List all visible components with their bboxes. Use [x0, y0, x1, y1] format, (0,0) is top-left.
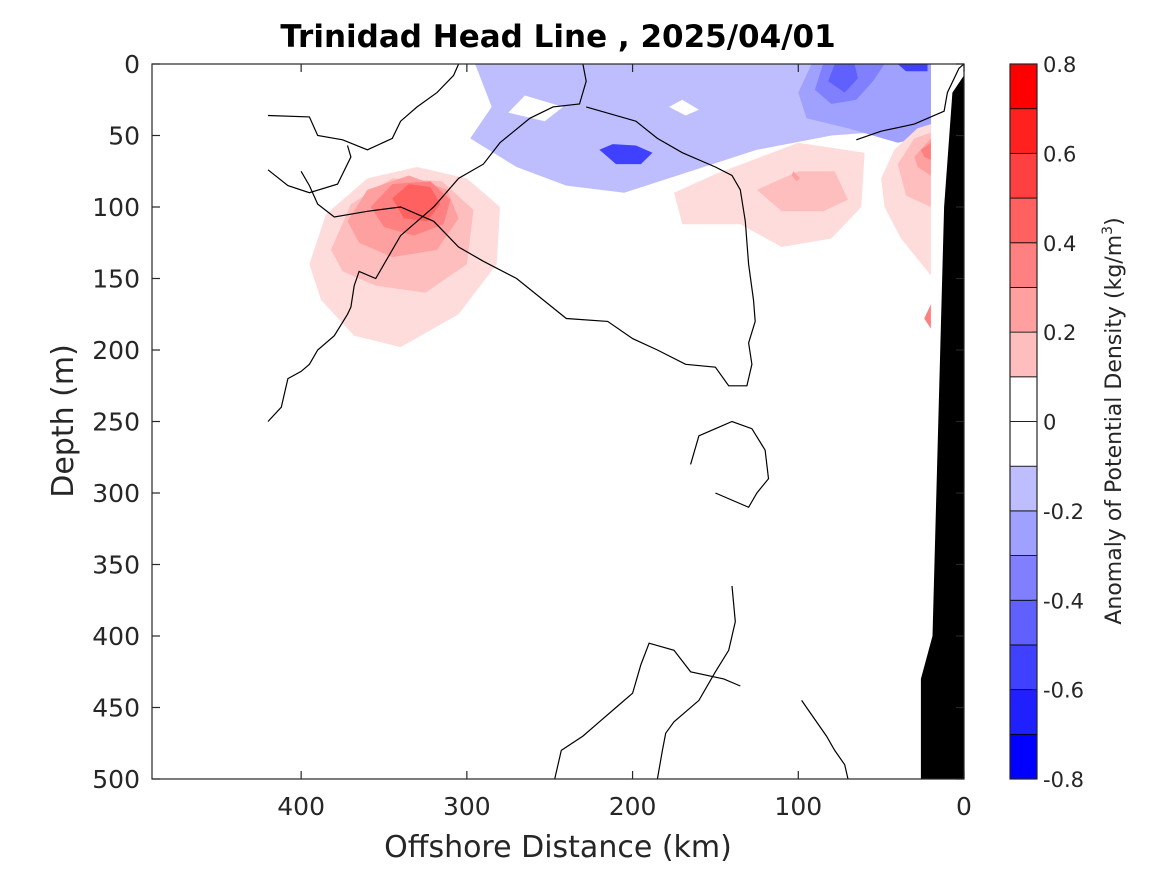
chart-title: Trinidad Head Line , 2025/04/01 [280, 19, 835, 55]
colorbar-title-suffix: ) [1102, 217, 1127, 226]
contour-fill-positive [791, 171, 800, 182]
zero-contour-line [267, 64, 587, 422]
colorbar-bin [1009, 331, 1038, 378]
y-tick-label: 450 [92, 694, 140, 723]
y-tick-label: 150 [92, 265, 140, 294]
colorbar-bin [1009, 689, 1038, 735]
zero-contour-line [300, 106, 756, 387]
region-nearshore-positive-1 [674, 142, 865, 247]
colorbar-bin [1009, 555, 1038, 601]
contour-fill-zero [669, 99, 699, 116]
y-tick-label: 400 [92, 622, 140, 651]
colorbar-bin [1009, 63, 1038, 110]
zero-contour-line [267, 145, 352, 194]
x-tick-label: 100 [774, 792, 822, 821]
colorbar-tick-label: -0.4 [1043, 589, 1084, 613]
y-tick-label: 500 [92, 765, 140, 794]
y-tick-label: 250 [92, 408, 140, 437]
region-nearshore-positive-2 [881, 124, 931, 329]
zero-contour-line [656, 585, 736, 779]
x-axis: 400 300 200 100 0 [277, 64, 972, 821]
y-tick-label: 300 [92, 479, 140, 508]
colorbar-bin [1009, 287, 1038, 333]
plot-area [151, 63, 965, 780]
contour-fill-negative [599, 144, 653, 165]
y-tick-label: 100 [92, 193, 140, 222]
colorbar-title-main: Anomaly of Potential Density (kg/m [1102, 235, 1127, 625]
colorbar-bin [1009, 152, 1038, 199]
contour-fill-positive [924, 304, 931, 329]
colorbar-bin [1009, 644, 1038, 691]
colorbar: 0.8 0.6 0.4 0.2 0 -0.2 -0.4 -0.6 -0.8 [1009, 53, 1084, 792]
x-tick-label: 400 [277, 792, 325, 821]
colorbar-bin [1009, 510, 1038, 556]
zero-contour-line [554, 642, 741, 779]
zero-contour-lines [267, 64, 964, 779]
colorbar-title: Anomaly of Potential Density (kg/m3) [1100, 217, 1127, 624]
region-surface-negative-layer [470, 64, 931, 193]
x-tick-label: 0 [956, 792, 972, 821]
colorbar-tick-label: 0.6 [1043, 142, 1076, 166]
colorbar-tick-label: -0.2 [1043, 500, 1084, 524]
zero-contour-line [267, 64, 460, 151]
contour-fill-positive [920, 142, 931, 160]
zero-contour-line [690, 420, 770, 509]
colorbar-tick-label: -0.6 [1043, 679, 1084, 703]
colorbar-bin [1009, 242, 1038, 288]
colorbar-bin [1009, 108, 1038, 154]
contour-fill-negative [828, 64, 858, 93]
y-tick-label: 200 [92, 336, 140, 365]
x-tick-label: 300 [443, 792, 491, 821]
y-tick-label: 350 [92, 551, 140, 580]
colorbar-tick-label: -0.8 [1043, 768, 1084, 792]
y-axis-title: Depth (m) [46, 344, 81, 498]
colorbar-bin [1009, 733, 1038, 780]
colorbar-tick-label: 0.2 [1043, 321, 1076, 345]
colorbar-tick-label: 0.4 [1043, 232, 1076, 256]
colorbar-bin [1009, 421, 1038, 467]
x-axis-title: Offshore Distance (km) [384, 830, 732, 865]
y-tick-label: 50 [108, 122, 140, 151]
colorbar-bin [1009, 376, 1038, 422]
y-axis: 0 50 100 150 200 250 300 350 400 450 500 [92, 50, 964, 794]
contour-fill-negative [897, 64, 928, 72]
colorbar-tick-label: 0 [1043, 411, 1056, 435]
colorbar-bin [1009, 197, 1038, 244]
zero-contour-line [801, 700, 849, 779]
zero-contour-line [856, 64, 964, 141]
seafloor-mask [920, 64, 964, 779]
contour-fill-zero [508, 95, 563, 122]
colorbar-tick-label: 0.8 [1043, 53, 1076, 77]
colorbar-bin [1009, 599, 1038, 646]
coast-mask [920, 64, 964, 779]
colorbar-title-exponent: 3 [1100, 226, 1116, 235]
colorbar-bin [1009, 465, 1038, 512]
y-tick-label: 0 [124, 50, 140, 79]
x-tick-label: 200 [609, 792, 657, 821]
contour-fill-positive [756, 171, 848, 212]
